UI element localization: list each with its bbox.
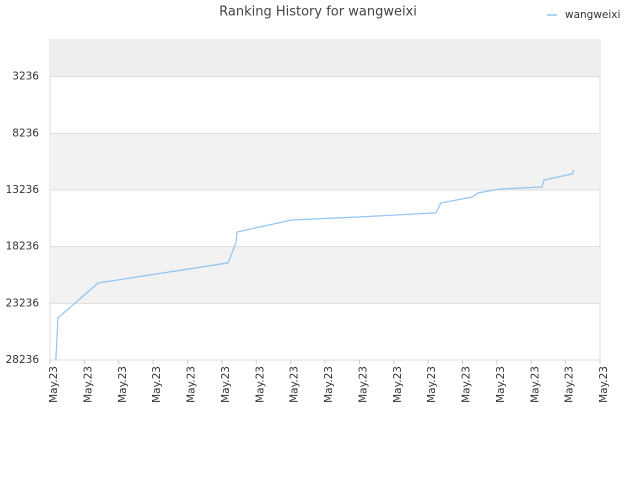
plot-area: [49, 39, 601, 361]
x-tick-label: May.23: [289, 366, 301, 403]
x-tick-label: May.23: [461, 366, 473, 403]
x-tick-label: May.23: [48, 366, 60, 403]
grid-band: [50, 246, 600, 304]
x-tick-label: May.23: [529, 366, 541, 403]
x-tick-label: May.23: [117, 366, 129, 403]
y-tick-label: 13236: [6, 184, 40, 196]
y-tick-label: 3236: [12, 71, 39, 83]
x-tick-label: May.23: [564, 366, 576, 403]
x-tick-label: May.23: [82, 366, 94, 403]
x-tick-label: May.23: [323, 366, 335, 403]
x-tick-label: May.23: [598, 366, 610, 403]
y-tick-label: 18236: [6, 241, 40, 253]
x-tick-label: May.23: [426, 366, 438, 403]
y-tick-label: 23236: [6, 297, 40, 309]
x-tick-label: May.23: [392, 366, 404, 403]
x-tick-label: May.23: [357, 366, 369, 403]
series-line: [55, 169, 575, 361]
x-tick-label: May.23: [151, 366, 163, 403]
y-tick-label: 8236: [12, 127, 39, 139]
grid-band: [50, 40, 600, 77]
chart-title: Ranking History for wangweixi: [219, 5, 417, 20]
x-tick-label: May.23: [254, 366, 266, 403]
x-tick-label: May.23: [186, 366, 198, 403]
x-tick-label: May.23: [220, 366, 232, 403]
grid-band: [50, 133, 600, 191]
legend-label: wangweixi: [565, 9, 620, 21]
y-tick-label: 28236: [6, 354, 40, 366]
x-tick-label: May.23: [495, 366, 507, 403]
